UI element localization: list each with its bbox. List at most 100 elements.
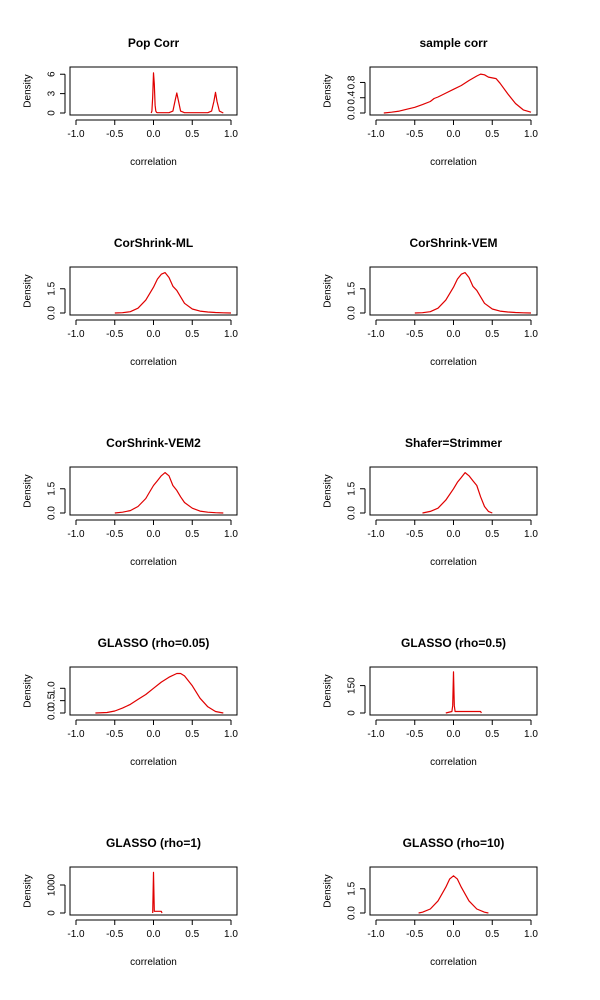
y-axis: 0 150 [347,677,366,716]
x-tick-label: 1.0 [224,929,238,940]
x-tick-label: -1.0 [67,129,85,140]
panel-3: CorShrink-ML -1.0 -0.5 0.0 0.5 1.0 correlation… [23,236,239,368]
y-tick-label: 0.5 [47,693,58,707]
x-tick-label: 0.5 [185,129,199,140]
x-tick-label: 0.5 [185,529,199,540]
y-axis-label: Density [323,674,334,707]
density-line [422,472,493,514]
x-axis: -1.0 -0.5 0.0 0.5 1.0 [367,719,538,740]
x-axis: -1.0 -0.5 0.0 0.5 1.0 [67,119,238,140]
x-tick-label: -0.5 [106,329,124,340]
y-axis-label: Density [23,474,34,507]
x-tick-label: 0.5 [485,929,499,940]
y-tick-label: 1.5 [347,281,358,295]
panel-7: GLASSO (rho=0.05)-1.0 -0.5 0.0 0.5 1.0correl… [23,636,239,768]
panel-title: CorShrink-ML [114,236,193,250]
plot-frame [369,866,538,916]
x-axis: -1.0 -0.5 0.0 0.5 1.0 [67,319,238,340]
panel-title: CorShrink-VEM [409,236,497,250]
panel-2: sample corr -1.0 -0.5 0.0 0.5 1.0 correlation 0… [323,36,539,168]
x-tick-label: 1.0 [524,929,538,940]
x-tick-label: -0.5 [106,529,124,540]
x-tick-label: -0.5 [106,929,124,940]
panel-10: GLASSO (rho=10) -1.0 -0.5 0.0 0.5 1.0 correlat… [323,836,539,968]
x-tick-label: 0.5 [185,929,199,940]
density-line [95,672,224,714]
x-tick-label: -0.5 [406,129,424,140]
x-axis-label: correlation [130,357,177,368]
x-tick-label: 1.0 [524,529,538,540]
y-axis-label: Density [23,274,34,307]
x-tick-label: -1.0 [67,729,85,740]
x-tick-label: -1.0 [367,729,385,740]
x-tick-label: 0.0 [447,729,461,740]
x-tick-label: 1.0 [224,129,238,140]
density-line [383,73,532,114]
x-tick-label: -0.5 [406,729,424,740]
x-axis-label: correlation [130,757,177,768]
plot-frame [69,866,238,916]
x-tick-label: -0.5 [406,329,424,340]
panel-title: GLASSO (rho=0.05) [98,636,210,650]
x-axis-label: correlation [430,157,477,168]
y-tick-label: 150 [347,677,358,694]
y-tick-label: 1.5 [47,281,58,295]
x-tick-label: 0.0 [147,529,161,540]
panel-4: CorShrink-VEM -1.0 -0.5 0.0 0.5 1.0 correlatio… [323,236,539,368]
y-tick-label: 6 [47,71,58,77]
x-tick-label: 0.0 [447,929,461,940]
x-tick-label: 0.0 [147,929,161,940]
y-tick-label: 0.0 [47,306,58,320]
density-line [445,671,482,714]
x-axis-label: correlation [130,557,177,568]
x-axis: -1.0 -0.5 0.0 0.5 1.0 [367,119,538,140]
plot-frame [369,66,538,116]
panel-title: Shafer=Strimmer [405,436,502,450]
density-line [114,472,224,514]
x-tick-label: 1.0 [524,129,538,140]
y-axis-label: Density [323,274,334,307]
x-tick-label: -1.0 [67,329,85,340]
plot-frame [69,266,238,316]
panel-title: sample corr [419,36,487,50]
density-line [418,875,489,914]
y-axis-label: Density [323,74,334,107]
y-tick-label: 1.5 [47,481,58,495]
x-tick-label: -0.5 [406,529,424,540]
density-line [152,871,163,914]
y-tick-label: 0 [47,910,58,916]
x-tick-label: 0.5 [185,329,199,340]
y-axis-label: Density [23,874,34,907]
plot-frame [69,666,238,716]
x-tick-label: -1.0 [67,529,85,540]
x-axis-label: correlation [430,357,477,368]
x-axis: -1.0 -0.5 0.0 0.5 1.0 [367,319,538,340]
x-tick-label: -0.5 [106,129,124,140]
x-tick-label: -1.0 [367,129,385,140]
x-axis: -1.0 -0.5 0.0 0.5 1.0 [367,519,538,540]
x-axis: -1.0 -0.5 0.0 0.5 1.0 [67,919,238,940]
y-axis: 0.00.51.0 [47,681,66,720]
x-tick-label: 0.0 [447,329,461,340]
x-axis-label: correlation [430,957,477,968]
y-tick-label: 1.5 [347,881,358,895]
y-axis: 0.0 1.5 [347,881,366,920]
y-tick-label: 0.0 [347,306,358,320]
x-tick-label: 1.0 [524,329,538,340]
density-line [114,272,232,314]
x-axis-label: correlation [130,157,177,168]
y-tick-label: 1.0 [47,681,58,695]
panel-title: CorShrink-VEM2 [106,436,201,450]
y-tick-label: 1000 [47,873,58,896]
panel-1: Pop Corr -1.0 -0.5 0.0 0.5 1.0 correlation 0 3 6 D… [23,36,239,168]
y-tick-label: 0.8 [347,75,358,89]
x-tick-label: -1.0 [367,329,385,340]
y-axis-label: Density [323,474,334,507]
y-axis: 0.0 1.5 [47,281,66,320]
y-tick-label: 0.0 [347,506,358,520]
panel-title: GLASSO (rho=10) [403,836,505,850]
y-tick-label: 0 [47,110,58,116]
density-line [414,272,532,314]
y-axis: 0.0 1.5 [347,281,366,320]
x-tick-label: 0.0 [147,329,161,340]
